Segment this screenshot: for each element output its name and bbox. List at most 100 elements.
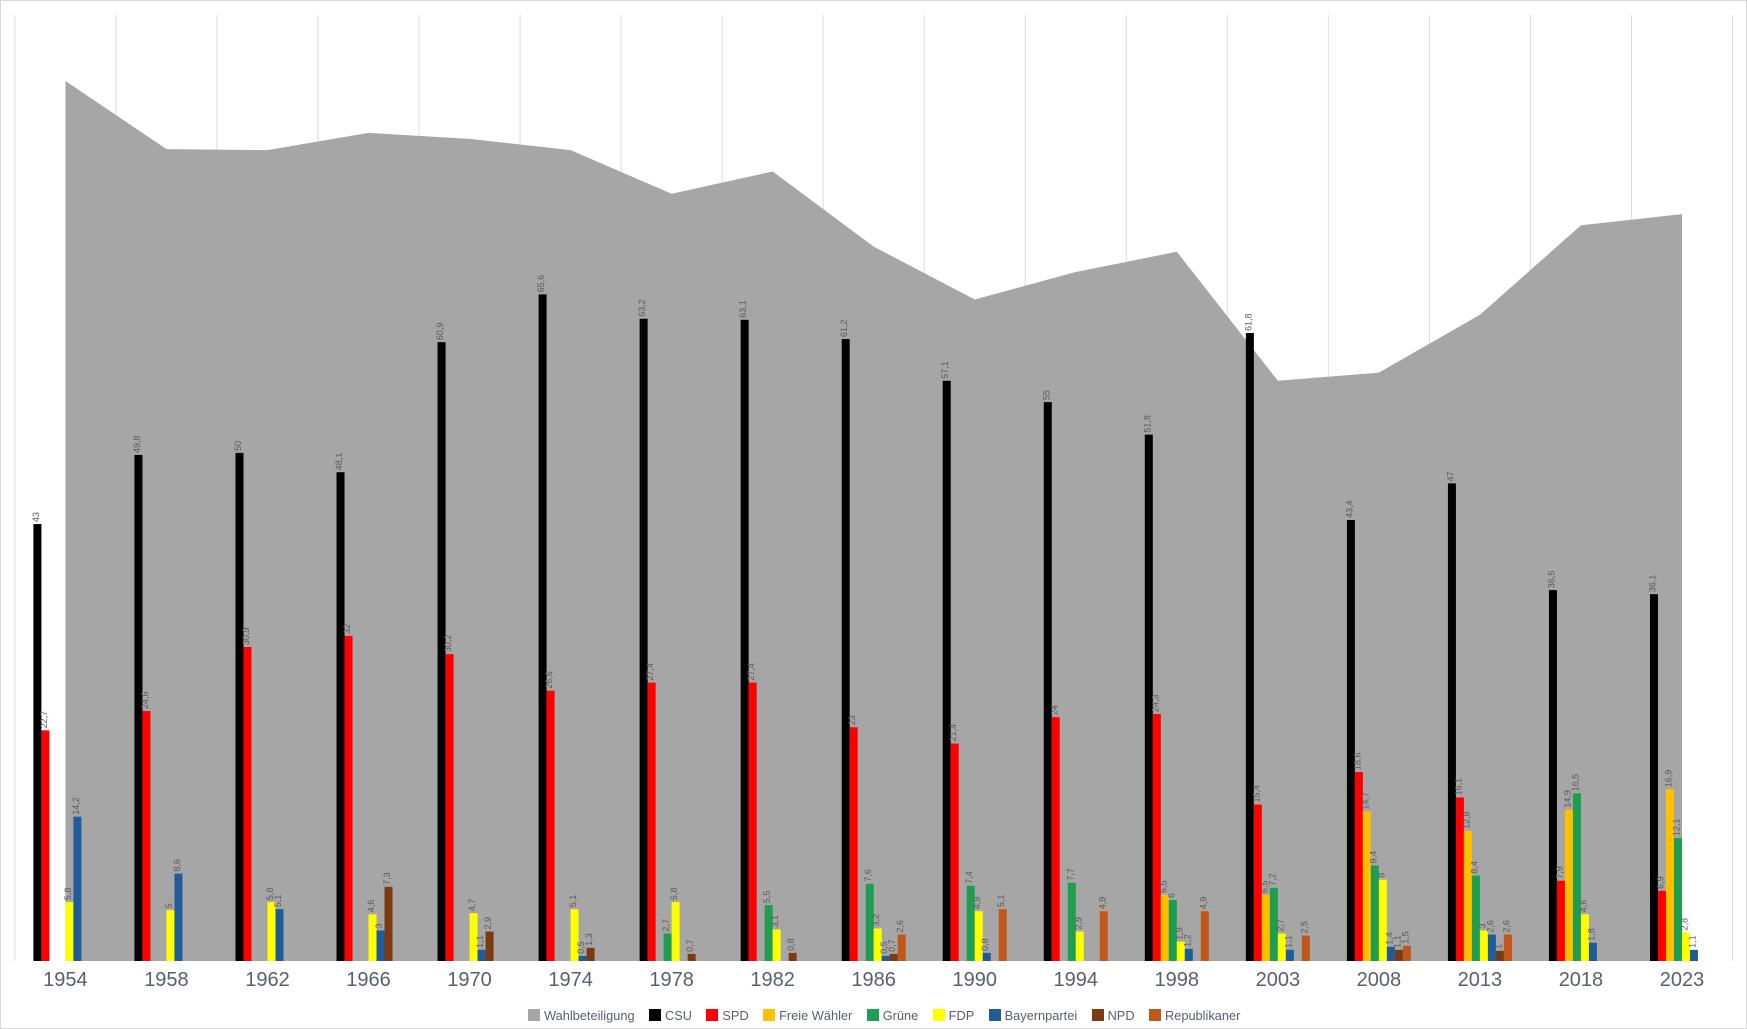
svg-text:1982: 1982 bbox=[750, 969, 795, 991]
svg-text:26,6: 26,6 bbox=[544, 671, 554, 689]
svg-text:8: 8 bbox=[1376, 873, 1386, 878]
svg-text:4,9: 4,9 bbox=[972, 897, 982, 910]
svg-text:30,2: 30,2 bbox=[443, 635, 453, 653]
svg-text:24,6: 24,6 bbox=[140, 691, 150, 709]
svg-text:55: 55 bbox=[1041, 390, 1051, 400]
svg-text:63,1: 63,1 bbox=[738, 300, 748, 318]
svg-text:16,5: 16,5 bbox=[1570, 774, 1580, 792]
svg-text:2008: 2008 bbox=[1357, 969, 1402, 991]
svg-text:0,7: 0,7 bbox=[685, 939, 695, 952]
svg-text:63,2: 63,2 bbox=[637, 299, 647, 317]
svg-text:3: 3 bbox=[374, 924, 384, 929]
svg-text:1978: 1978 bbox=[649, 969, 694, 991]
svg-text:0,7: 0,7 bbox=[887, 939, 897, 952]
svg-text:1,1: 1,1 bbox=[1283, 935, 1293, 948]
svg-text:32: 32 bbox=[342, 624, 352, 634]
svg-text:7,4: 7,4 bbox=[964, 871, 974, 884]
svg-text:1990: 1990 bbox=[952, 969, 997, 991]
svg-text:65,6: 65,6 bbox=[536, 275, 546, 293]
svg-text:16,1: 16,1 bbox=[1453, 778, 1463, 796]
svg-text:7,9: 7,9 bbox=[1554, 866, 1564, 879]
svg-text:5: 5 bbox=[164, 903, 174, 908]
svg-text:1962: 1962 bbox=[245, 969, 290, 991]
svg-text:15,4: 15,4 bbox=[1251, 785, 1261, 803]
svg-text:1,3: 1,3 bbox=[584, 933, 594, 946]
svg-text:3,2: 3,2 bbox=[871, 914, 881, 927]
svg-text:22,7: 22,7 bbox=[39, 711, 49, 729]
svg-text:50: 50 bbox=[233, 441, 243, 451]
svg-text:0,8: 0,8 bbox=[980, 938, 990, 951]
svg-text:1986: 1986 bbox=[851, 969, 896, 991]
svg-text:7,3: 7,3 bbox=[382, 872, 392, 885]
svg-text:51,8: 51,8 bbox=[1142, 415, 1152, 433]
svg-text:6,5: 6,5 bbox=[1158, 880, 1168, 893]
svg-text:61,2: 61,2 bbox=[839, 320, 849, 338]
svg-text:4,6: 4,6 bbox=[1578, 900, 1588, 913]
svg-text:1,2: 1,2 bbox=[1182, 934, 1192, 947]
svg-text:9,4: 9,4 bbox=[1368, 851, 1378, 864]
svg-text:6,9: 6,9 bbox=[1655, 876, 1665, 889]
svg-text:1,1: 1,1 bbox=[475, 935, 485, 948]
svg-text:5,1: 5,1 bbox=[273, 895, 283, 908]
svg-text:2,7: 2,7 bbox=[1275, 919, 1285, 932]
svg-text:1,1: 1,1 bbox=[1687, 935, 1697, 948]
svg-text:14,2: 14,2 bbox=[71, 797, 81, 815]
svg-text:36,5: 36,5 bbox=[1546, 571, 1556, 589]
svg-text:16,9: 16,9 bbox=[1663, 770, 1673, 788]
svg-text:2,9: 2,9 bbox=[483, 917, 493, 930]
svg-text:7,7: 7,7 bbox=[1065, 868, 1075, 881]
svg-text:1998: 1998 bbox=[1155, 969, 1200, 991]
svg-text:27,4: 27,4 bbox=[746, 663, 756, 681]
svg-text:5,1: 5,1 bbox=[996, 895, 1006, 908]
svg-text:3,1: 3,1 bbox=[770, 915, 780, 928]
svg-text:5,1: 5,1 bbox=[568, 895, 578, 908]
svg-text:21,4: 21,4 bbox=[948, 724, 958, 742]
svg-text:1954: 1954 bbox=[43, 969, 88, 991]
svg-text:27,4: 27,4 bbox=[645, 663, 655, 681]
svg-text:7,2: 7,2 bbox=[1267, 873, 1277, 886]
svg-text:49,8: 49,8 bbox=[132, 435, 142, 453]
svg-text:1966: 1966 bbox=[346, 969, 391, 991]
svg-text:1970: 1970 bbox=[447, 969, 492, 991]
svg-text:8,4: 8,4 bbox=[1469, 861, 1479, 874]
svg-text:4,9: 4,9 bbox=[1198, 897, 1208, 910]
svg-text:8,6: 8,6 bbox=[172, 859, 182, 872]
svg-text:1974: 1974 bbox=[548, 969, 593, 991]
svg-text:48,1: 48,1 bbox=[334, 453, 344, 471]
svg-text:2,6: 2,6 bbox=[1485, 920, 1495, 933]
svg-text:23: 23 bbox=[847, 715, 857, 725]
svg-text:24: 24 bbox=[1049, 705, 1059, 715]
svg-text:4,7: 4,7 bbox=[467, 899, 477, 912]
svg-text:4,6: 4,6 bbox=[366, 900, 376, 913]
svg-text:1958: 1958 bbox=[144, 969, 189, 991]
svg-text:2003: 2003 bbox=[1256, 969, 1301, 991]
svg-text:1994: 1994 bbox=[1054, 969, 1099, 991]
svg-text:61,8: 61,8 bbox=[1243, 313, 1253, 331]
svg-text:43,4: 43,4 bbox=[1344, 500, 1354, 518]
svg-text:7,6: 7,6 bbox=[863, 869, 873, 882]
svg-text:12,1: 12,1 bbox=[1671, 819, 1681, 837]
svg-text:43: 43 bbox=[31, 512, 41, 522]
svg-text:2013: 2013 bbox=[1458, 969, 1503, 991]
svg-text:2,7: 2,7 bbox=[661, 919, 671, 932]
svg-text:24,3: 24,3 bbox=[1150, 695, 1160, 713]
svg-text:5,5: 5,5 bbox=[762, 891, 772, 904]
svg-text:2,9: 2,9 bbox=[1073, 917, 1083, 930]
svg-text:12,8: 12,8 bbox=[1461, 811, 1471, 829]
svg-text:14,9: 14,9 bbox=[1562, 790, 1572, 808]
svg-text:18,6: 18,6 bbox=[1352, 752, 1362, 770]
svg-text:2,5: 2,5 bbox=[1299, 921, 1309, 934]
svg-text:4,9: 4,9 bbox=[1097, 897, 1107, 910]
svg-text:5,8: 5,8 bbox=[63, 888, 73, 901]
svg-text:1,8: 1,8 bbox=[1586, 928, 1596, 941]
svg-text:2,6: 2,6 bbox=[895, 920, 905, 933]
svg-text:2,6: 2,6 bbox=[1501, 920, 1511, 933]
svg-text:2018: 2018 bbox=[1559, 969, 1604, 991]
svg-text:60,9: 60,9 bbox=[435, 323, 445, 341]
svg-text:2,8: 2,8 bbox=[1679, 918, 1689, 931]
svg-text:6: 6 bbox=[1166, 893, 1176, 898]
svg-text:0,8: 0,8 bbox=[786, 938, 796, 951]
svg-text:30,9: 30,9 bbox=[241, 627, 251, 645]
svg-text:47: 47 bbox=[1445, 471, 1455, 481]
svg-text:14,7: 14,7 bbox=[1360, 792, 1370, 810]
